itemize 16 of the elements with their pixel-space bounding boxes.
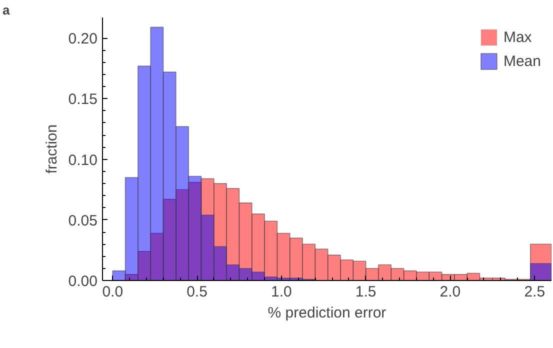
y-tick-label: 0.00 [68, 273, 98, 290]
x-tick-label: 2.5 [524, 284, 546, 300]
y-axis-title: fraction [43, 124, 60, 174]
x-tick-label: 1.5 [355, 284, 376, 300]
y-tick-label: 0.10 [68, 152, 98, 169]
x-tick-label: 2.0 [440, 284, 461, 300]
x-tick-label: 1.0 [271, 284, 292, 300]
text: a [2, 2, 10, 18]
y-tick-label: 0.05 [68, 212, 98, 230]
legend-label: Mean [503, 52, 541, 70]
x-tick-label: 0.5 [186, 284, 208, 300]
y-tick-label: 0.15 [68, 91, 98, 108]
x-tick-label: 0.0 [102, 284, 124, 300]
x-axis-title: % prediction error [268, 304, 386, 322]
legend-label: Max [503, 28, 532, 46]
y-tick-label: 0.20 [68, 30, 98, 48]
